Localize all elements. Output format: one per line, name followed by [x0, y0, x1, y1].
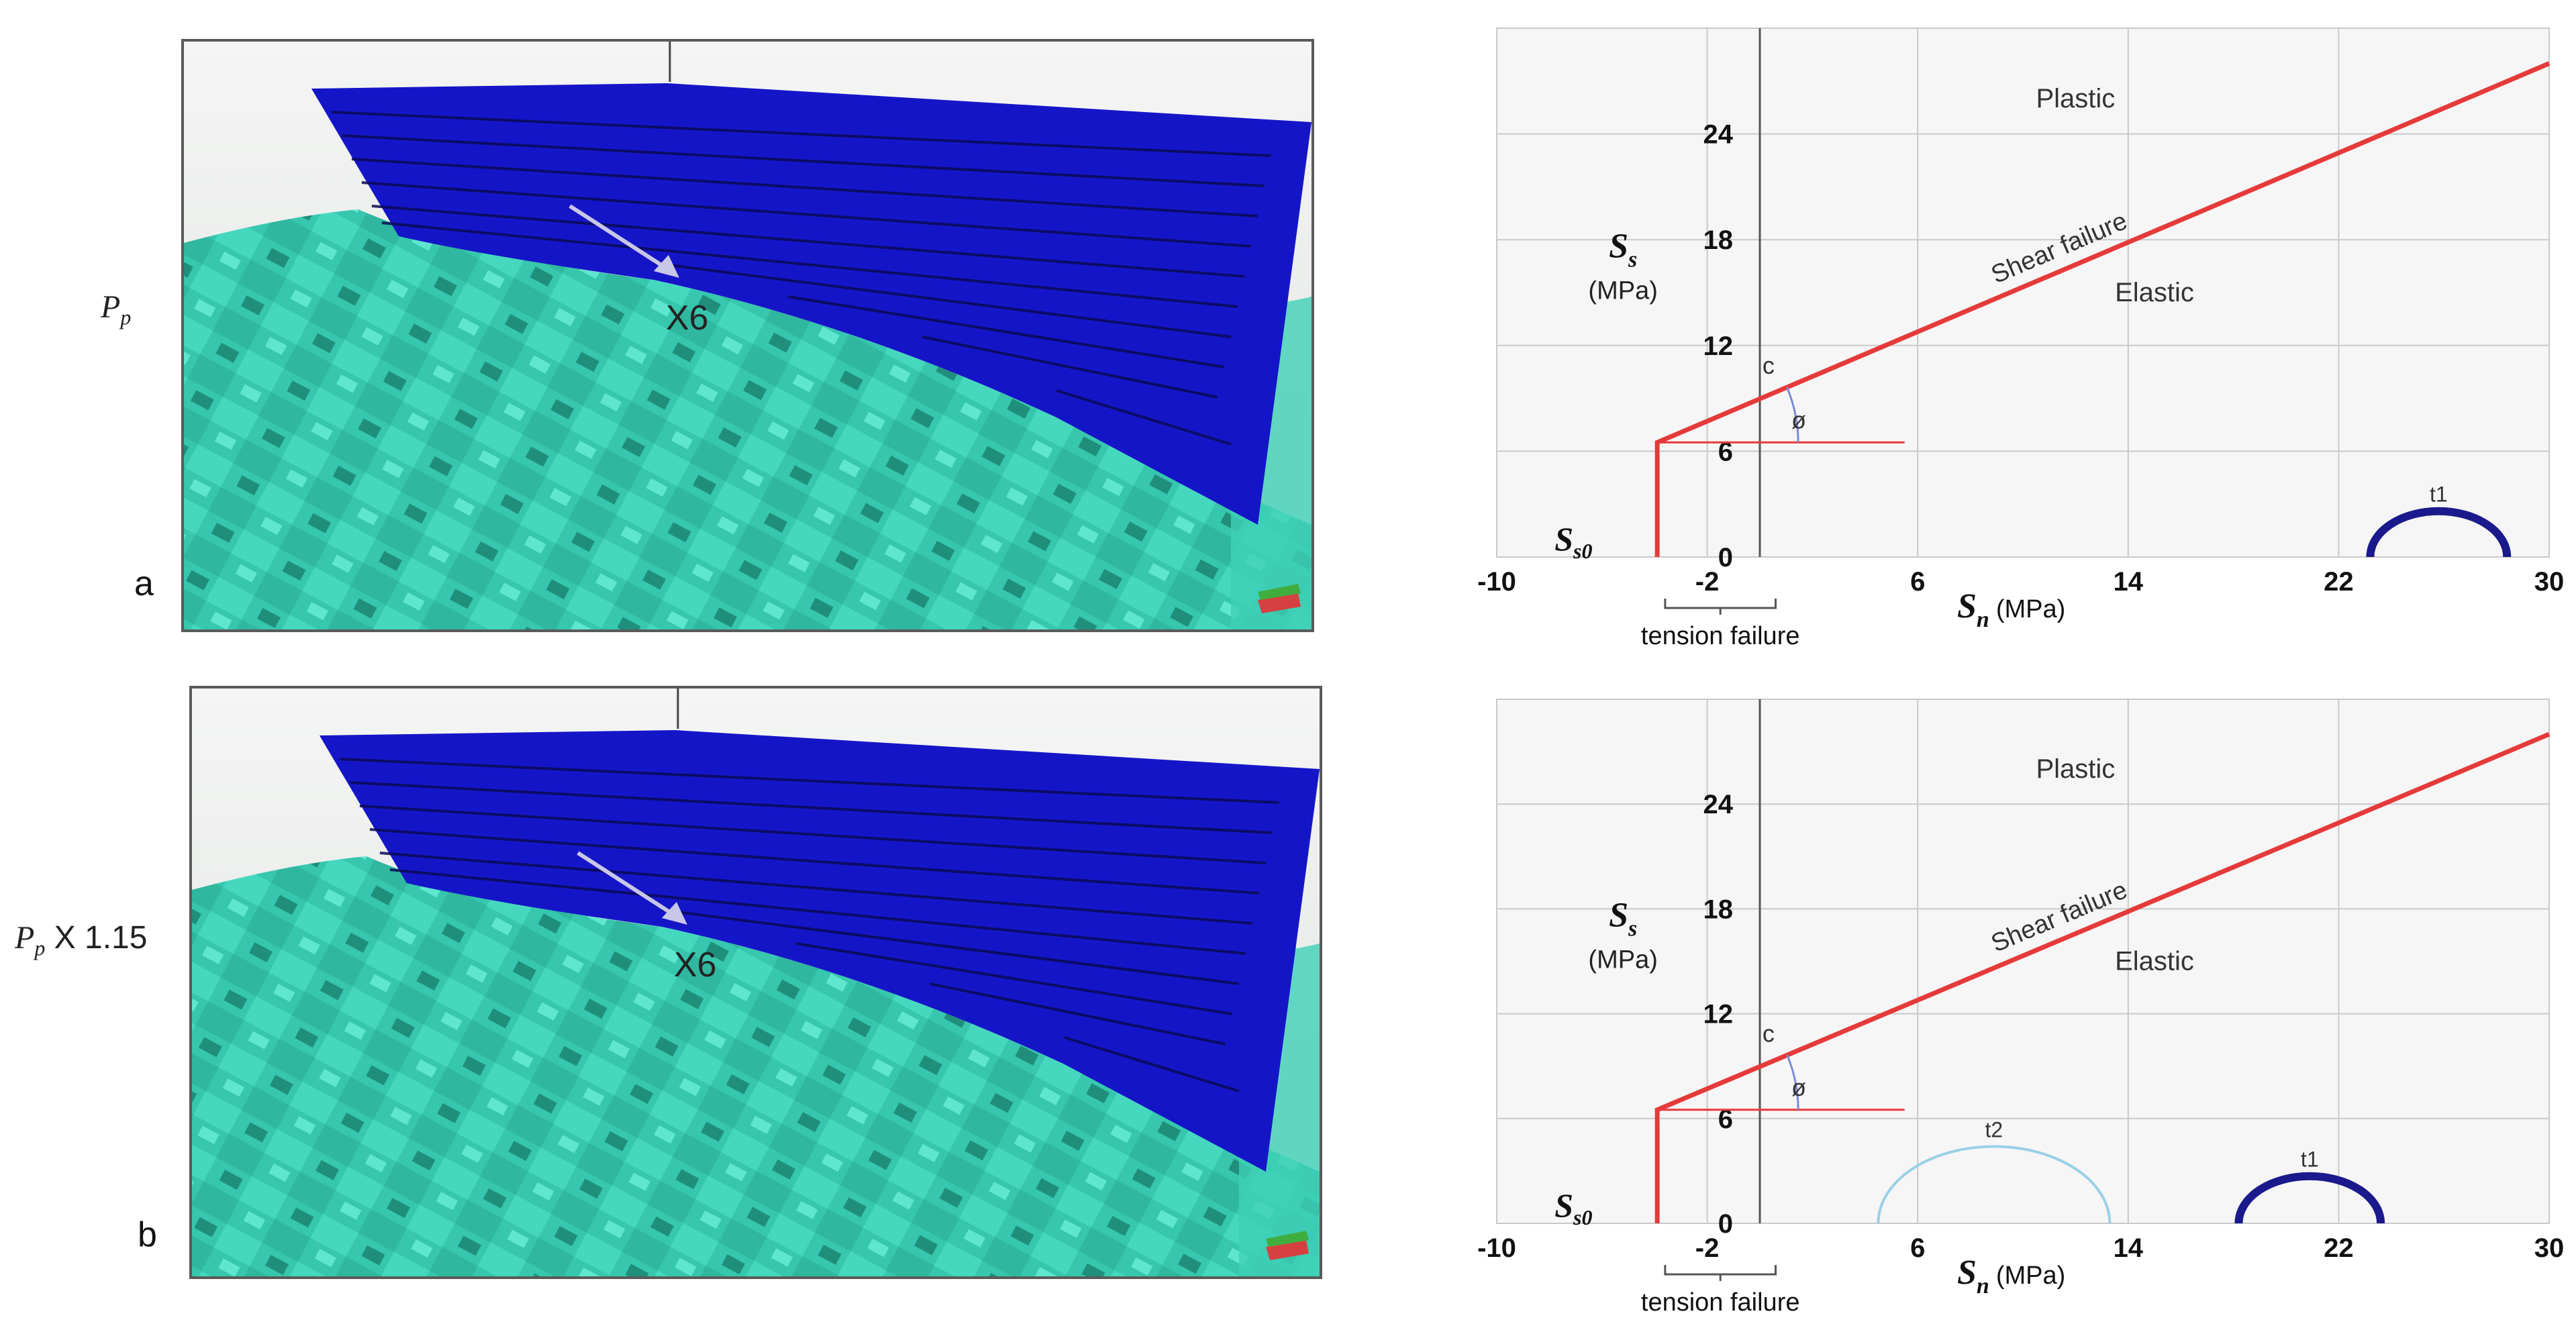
y-axis-symbol: S [1609, 896, 1628, 934]
plot-area [1496, 699, 2550, 1224]
friction-angle-label: ø [1791, 406, 1806, 434]
y-axis-label: Ss [1609, 896, 1637, 941]
y-tick-label: 12 [1703, 332, 1734, 361]
tension-failure-bracket [1664, 599, 1777, 615]
pp-suffix: X 1.15 [45, 920, 148, 956]
x-tick-label: 30 [2534, 567, 2565, 597]
pp-subscript: p [120, 305, 132, 329]
x-tick-label: 30 [2534, 1233, 2565, 1263]
y-axis-unit: (MPa) [1588, 276, 1657, 305]
tension-failure-bracket [1664, 1265, 1777, 1281]
y-tick-label: 24 [1703, 120, 1734, 150]
y-tick-label: 18 [1703, 895, 1734, 924]
chart-svg: -10 -2 6 14 22 3006121824PlasticElasticShear … [1477, 28, 2565, 650]
x-axis-label: Sn (MPa) [1957, 587, 2065, 632]
cohesion-label: c [1763, 352, 1775, 379]
fault-3d-render-b [192, 689, 1320, 1276]
x-tick-label: 14 [2114, 1233, 2144, 1263]
mohr-circle-label-t2: t2 [1985, 1117, 2003, 1141]
y-tick-label: 0 [1718, 1209, 1733, 1239]
x-tick-label: 6 [1910, 1233, 1925, 1263]
cohesion-label: c [1763, 1019, 1775, 1047]
x-tick-label: 14 [2114, 567, 2144, 597]
fault-3d-view-b[interactable]: X6 [189, 686, 1322, 1279]
y-tick-label: 6 [1718, 1105, 1733, 1134]
pp-symbol: P [15, 920, 35, 956]
y-axis-symbol: S [1609, 227, 1628, 265]
x-tick-label: -2 [1695, 567, 1720, 597]
x-tick-label: -10 [1477, 1233, 1516, 1263]
y-tick-label: 12 [1703, 1000, 1734, 1029]
x-tick-label: 22 [2324, 1233, 2354, 1263]
x-tick-label: -10 [1477, 567, 1516, 597]
y-axis-label: Ss [1609, 227, 1637, 272]
ss0-subscript: s0 [1573, 1205, 1592, 1229]
mohr-circle-t1 [2234, 1172, 2385, 1224]
x-axis-label: Sn (MPa) [1957, 1254, 2065, 1298]
y-axis-subscript: s [1628, 247, 1637, 272]
region-label-plastic: Plastic [2036, 754, 2115, 784]
fault-3d-render-a [184, 42, 1311, 629]
mohr-coulomb-chart-b: -10 -2 6 14 22 30 0 6 12 18 24 Plastic Elastic Shear … [1423, 691, 2576, 1324]
y-tick-label: 6 [1718, 437, 1733, 466]
y-tick-label: 0 [1718, 543, 1733, 572]
friction-angle-arc [1786, 387, 1799, 443]
y-axis-subscript: s [1628, 916, 1637, 941]
friction-angle-arc [1786, 1054, 1799, 1110]
ss0-symbol: S [1554, 520, 1573, 558]
tension-failure-label: tension failure [1641, 622, 1800, 650]
row-a-side-label: Pp [101, 289, 131, 330]
mohr-coulomb-chart-a: -10 -2 6 14 22 30 0 6 12 18 24 Plastic Elastic Shear … [1423, 20, 2576, 658]
mohr-circle-t1 [2366, 507, 2512, 558]
y-tick-label: 18 [1703, 225, 1734, 255]
fault-3d-view-a[interactable]: X6 [181, 39, 1314, 632]
ss0-symbol: S [1554, 1186, 1573, 1224]
mohr-circle-label-t1: t1 [2301, 1148, 2319, 1172]
panel-letter-a-outer: a [134, 564, 154, 603]
x-axis-subscript: n [1977, 1274, 1989, 1298]
well-label-x6: X6 [674, 946, 717, 984]
x-tick-label: 6 [1910, 567, 1925, 597]
region-label-elastic: Elastic [2115, 278, 2194, 307]
row-b-side-label: Pp X 1.15 [15, 919, 147, 961]
panel-letter-b: b [138, 1215, 157, 1254]
ss0-subscript: s0 [1573, 539, 1592, 563]
y-axis-unit: (MPa) [1588, 946, 1657, 974]
x-axis-symbol: S [1957, 587, 1977, 625]
well-label-x6: X6 [666, 299, 709, 338]
x-axis-symbol: S [1957, 1254, 1977, 1292]
pp-subscript: p [34, 935, 46, 960]
region-label-elastic: Elastic [2115, 947, 2194, 976]
ss0-label: Ss0 [1554, 1186, 1592, 1229]
x-axis-unit: (MPa) [1996, 1262, 2065, 1290]
x-tick-label: -2 [1695, 1233, 1720, 1263]
chart-svg: -10 -2 6 14 22 3006121824PlasticElasticShear … [1477, 699, 2565, 1317]
plot-area [1496, 28, 2550, 558]
mohr-circle-t2 [1877, 1145, 2112, 1224]
x-tick-label: 22 [2324, 567, 2354, 597]
friction-angle-label: ø [1791, 1074, 1806, 1101]
mohr-circle-label-t1: t1 [2430, 482, 2448, 507]
pp-symbol: P [101, 289, 121, 325]
x-axis-unit: (MPa) [1996, 595, 2065, 623]
y-tick-label: 24 [1703, 790, 1734, 819]
tension-failure-label: tension failure [1641, 1288, 1800, 1317]
ss0-label: Ss0 [1554, 520, 1592, 563]
x-axis-subscript: n [1977, 607, 1989, 632]
region-label-plastic: Plastic [2036, 84, 2115, 113]
